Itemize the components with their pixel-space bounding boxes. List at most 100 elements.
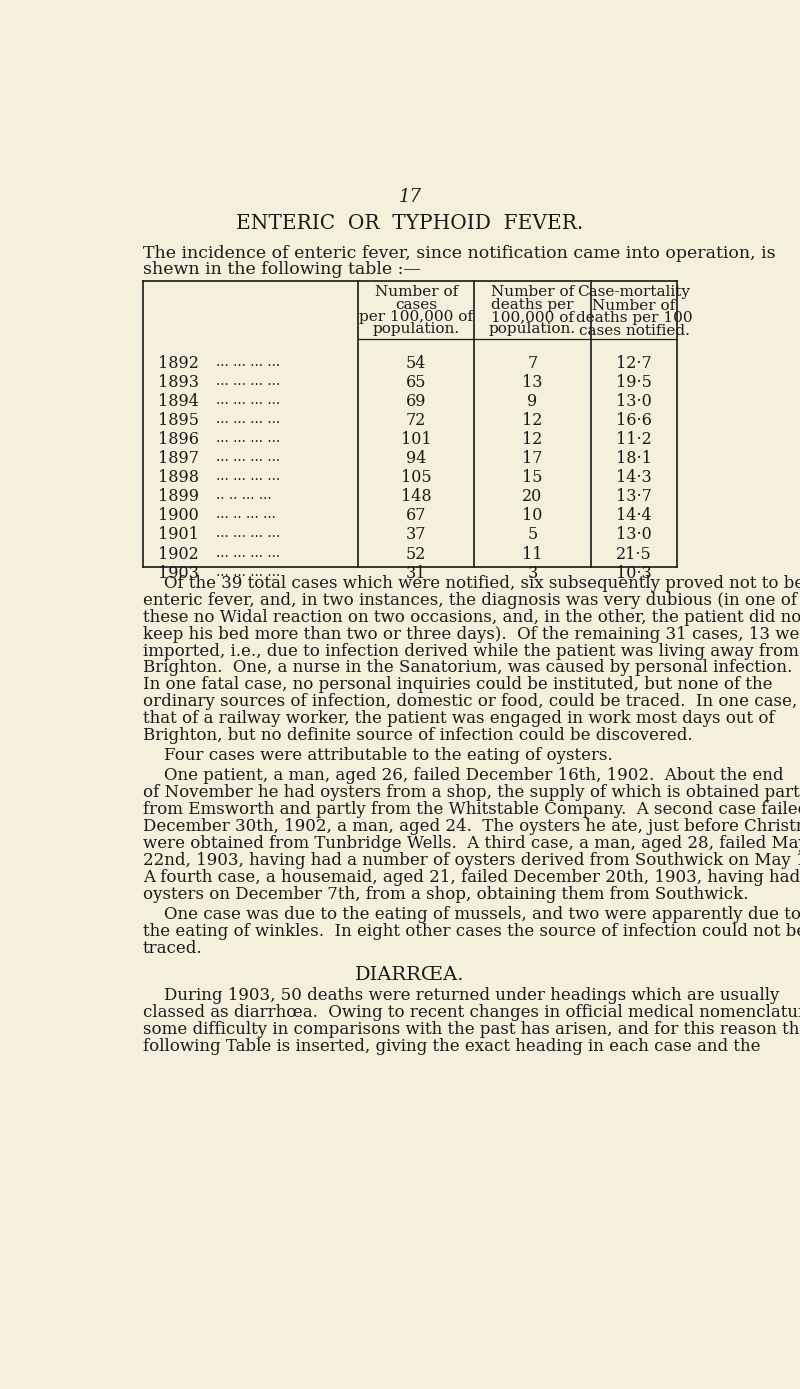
Text: these no Widal reaction on two occasions, and, in the other, the patient did not: these no Widal reaction on two occasions… (142, 608, 800, 625)
Text: Number of: Number of (374, 285, 458, 299)
Text: imported, i.e., due to infection derived while the patient was living away from: imported, i.e., due to infection derived… (142, 643, 798, 660)
Text: cases notified.: cases notified. (578, 324, 690, 338)
Text: of November he had oysters from a shop, the supply of which is obtained partly: of November he had oysters from a shop, … (142, 785, 800, 801)
Text: 1894: 1894 (158, 393, 199, 410)
Text: 20: 20 (522, 488, 542, 506)
Text: 1900: 1900 (158, 507, 199, 524)
Text: keep his bed more than two or three days).  Of the remaining 31 cases, 13 were: keep his bed more than two or three days… (142, 625, 800, 643)
Text: 11·2: 11·2 (616, 431, 652, 447)
Text: 1898: 1898 (158, 469, 199, 486)
Text: December 30th, 1902, a man, aged 24.  The oysters he ate, just before Christmas,: December 30th, 1902, a man, aged 24. The… (142, 818, 800, 835)
Text: 67: 67 (406, 507, 426, 524)
Text: One patient, a man, aged 26, failed December 16th, 1902.  About the end: One patient, a man, aged 26, failed Dece… (142, 767, 783, 785)
Text: ... ... ... ...: ... ... ... ... (216, 546, 280, 560)
Text: that of a railway worker, the patient was engaged in work most days out of: that of a railway worker, the patient wa… (142, 710, 774, 728)
Text: One case was due to the eating of mussels, and two were apparently due to: One case was due to the eating of mussel… (142, 906, 800, 922)
Text: 148: 148 (401, 488, 431, 506)
Text: 52: 52 (406, 546, 426, 563)
Text: 12: 12 (522, 431, 542, 447)
Text: population.: population. (373, 322, 460, 336)
Text: cases: cases (395, 297, 437, 311)
Text: deaths per 100: deaths per 100 (576, 311, 692, 325)
Text: DIARRŒA.: DIARRŒA. (355, 965, 465, 983)
Text: from Emsworth and partly from the Whitstable Company.  A second case failed: from Emsworth and partly from the Whitst… (142, 801, 800, 818)
Text: ordinary sources of infection, domestic or food, could be traced.  In one case,: ordinary sources of infection, domestic … (142, 693, 797, 710)
Text: traced.: traced. (142, 940, 202, 957)
Text: population.: population. (489, 322, 576, 336)
Text: 1903: 1903 (158, 564, 199, 582)
Text: 1899: 1899 (158, 488, 199, 506)
Text: 13·0: 13·0 (616, 526, 652, 543)
Text: ... ... ... ...: ... ... ... ... (216, 450, 280, 464)
Text: 94: 94 (406, 450, 426, 467)
Text: 1902: 1902 (158, 546, 199, 563)
Text: following Table is inserted, giving the exact heading in each case and the: following Table is inserted, giving the … (142, 1039, 760, 1056)
Text: 13·0: 13·0 (616, 393, 652, 410)
Text: 9: 9 (527, 393, 538, 410)
Text: 12: 12 (522, 413, 542, 429)
Text: 37: 37 (406, 526, 426, 543)
Text: 1897: 1897 (158, 450, 199, 467)
Text: 101: 101 (401, 431, 431, 447)
Text: 14·3: 14·3 (616, 469, 652, 486)
Text: 69: 69 (406, 393, 426, 410)
Text: some difficulty in comparisons with the past has arisen, and for this reason the: some difficulty in comparisons with the … (142, 1021, 800, 1039)
Text: ... ... ... ...: ... ... ... ... (216, 564, 280, 579)
Text: ... ... ... ...: ... ... ... ... (216, 354, 280, 368)
Text: Number of: Number of (491, 285, 574, 299)
Text: 65: 65 (406, 374, 426, 390)
Text: In one fatal case, no personal inquiries could be instituted, but none of the: In one fatal case, no personal inquiries… (142, 676, 772, 693)
Text: ... .. ... ...: ... .. ... ... (216, 507, 276, 521)
Text: Four cases were attributable to the eating of oysters.: Four cases were attributable to the eati… (142, 747, 612, 764)
Text: 13·7: 13·7 (616, 488, 652, 506)
Text: 1901: 1901 (158, 526, 199, 543)
Text: enteric fever, and, in two instances, the diagnosis was very dubious (in one of: enteric fever, and, in two instances, th… (142, 592, 797, 608)
Text: 17: 17 (398, 189, 422, 206)
Text: 72: 72 (406, 413, 426, 429)
Text: Number of: Number of (592, 299, 675, 313)
Text: 105: 105 (401, 469, 431, 486)
Text: The incidence of enteric fever, since notification came into operation, is: The incidence of enteric fever, since no… (142, 246, 775, 263)
Text: 15: 15 (522, 469, 542, 486)
Text: 31: 31 (406, 564, 426, 582)
Text: 3: 3 (527, 564, 538, 582)
Text: per 100,000 of: per 100,000 of (359, 310, 474, 324)
Text: ... ... ... ...: ... ... ... ... (216, 374, 280, 388)
Text: 1893: 1893 (158, 374, 199, 390)
Text: ENTERIC  OR  TYPHOID  FEVER.: ENTERIC OR TYPHOID FEVER. (236, 214, 584, 233)
Text: oysters on December 7th, from a shop, obtaining them from Southwick.: oysters on December 7th, from a shop, ob… (142, 886, 748, 903)
Text: Of the 39 total cases which were notified, six subsequently proved not to be: Of the 39 total cases which were notifie… (142, 575, 800, 592)
Text: 1895: 1895 (158, 413, 199, 429)
Text: ... ... ... ...: ... ... ... ... (216, 526, 280, 540)
Text: A fourth case, a housemaid, aged 21, failed December 20th, 1903, having had: A fourth case, a housemaid, aged 21, fai… (142, 870, 800, 886)
Text: Brighton.  One, a nurse in the Sanatorium, was caused by personal infection.: Brighton. One, a nurse in the Sanatorium… (142, 660, 792, 676)
Text: the eating of winkles.  In eight other cases the source of infection could not b: the eating of winkles. In eight other ca… (142, 922, 800, 940)
Text: 22nd, 1903, having had a number of oysters derived from Southwick on May 1st.: 22nd, 1903, having had a number of oyste… (142, 851, 800, 870)
Text: 19·5: 19·5 (616, 374, 652, 390)
Text: 1896: 1896 (158, 431, 199, 447)
Text: Case-mortality: Case-mortality (578, 285, 690, 299)
Text: 14·4: 14·4 (616, 507, 652, 524)
Text: 21·5: 21·5 (616, 546, 652, 563)
Text: ... ... ... ...: ... ... ... ... (216, 469, 280, 483)
Text: 5: 5 (527, 526, 538, 543)
Text: 10: 10 (522, 507, 542, 524)
Text: 18·1: 18·1 (616, 450, 652, 467)
Text: During 1903, 50 deaths were returned under headings which are usually: During 1903, 50 deaths were returned und… (142, 988, 779, 1004)
Text: 100,000 of: 100,000 of (491, 310, 574, 324)
Text: 17: 17 (522, 450, 542, 467)
Text: Brighton, but no definite source of infection could be discovered.: Brighton, but no definite source of infe… (142, 728, 692, 745)
Text: 54: 54 (406, 354, 426, 372)
Text: 7: 7 (527, 354, 538, 372)
Text: 16·6: 16·6 (616, 413, 652, 429)
Text: ... ... ... ...: ... ... ... ... (216, 393, 280, 407)
Text: classed as diarrhœa.  Owing to recent changes in official medical nomenclature,: classed as diarrhœa. Owing to recent cha… (142, 1004, 800, 1021)
Text: 1892: 1892 (158, 354, 199, 372)
Text: ... ... ... ...: ... ... ... ... (216, 413, 280, 426)
Text: shewn in the following table :—: shewn in the following table :— (142, 261, 420, 278)
Text: deaths per: deaths per (491, 297, 574, 311)
Text: 13: 13 (522, 374, 542, 390)
Text: .. .. ... ...: .. .. ... ... (216, 488, 272, 503)
Text: 11: 11 (522, 546, 542, 563)
Text: 10·3: 10·3 (616, 564, 652, 582)
